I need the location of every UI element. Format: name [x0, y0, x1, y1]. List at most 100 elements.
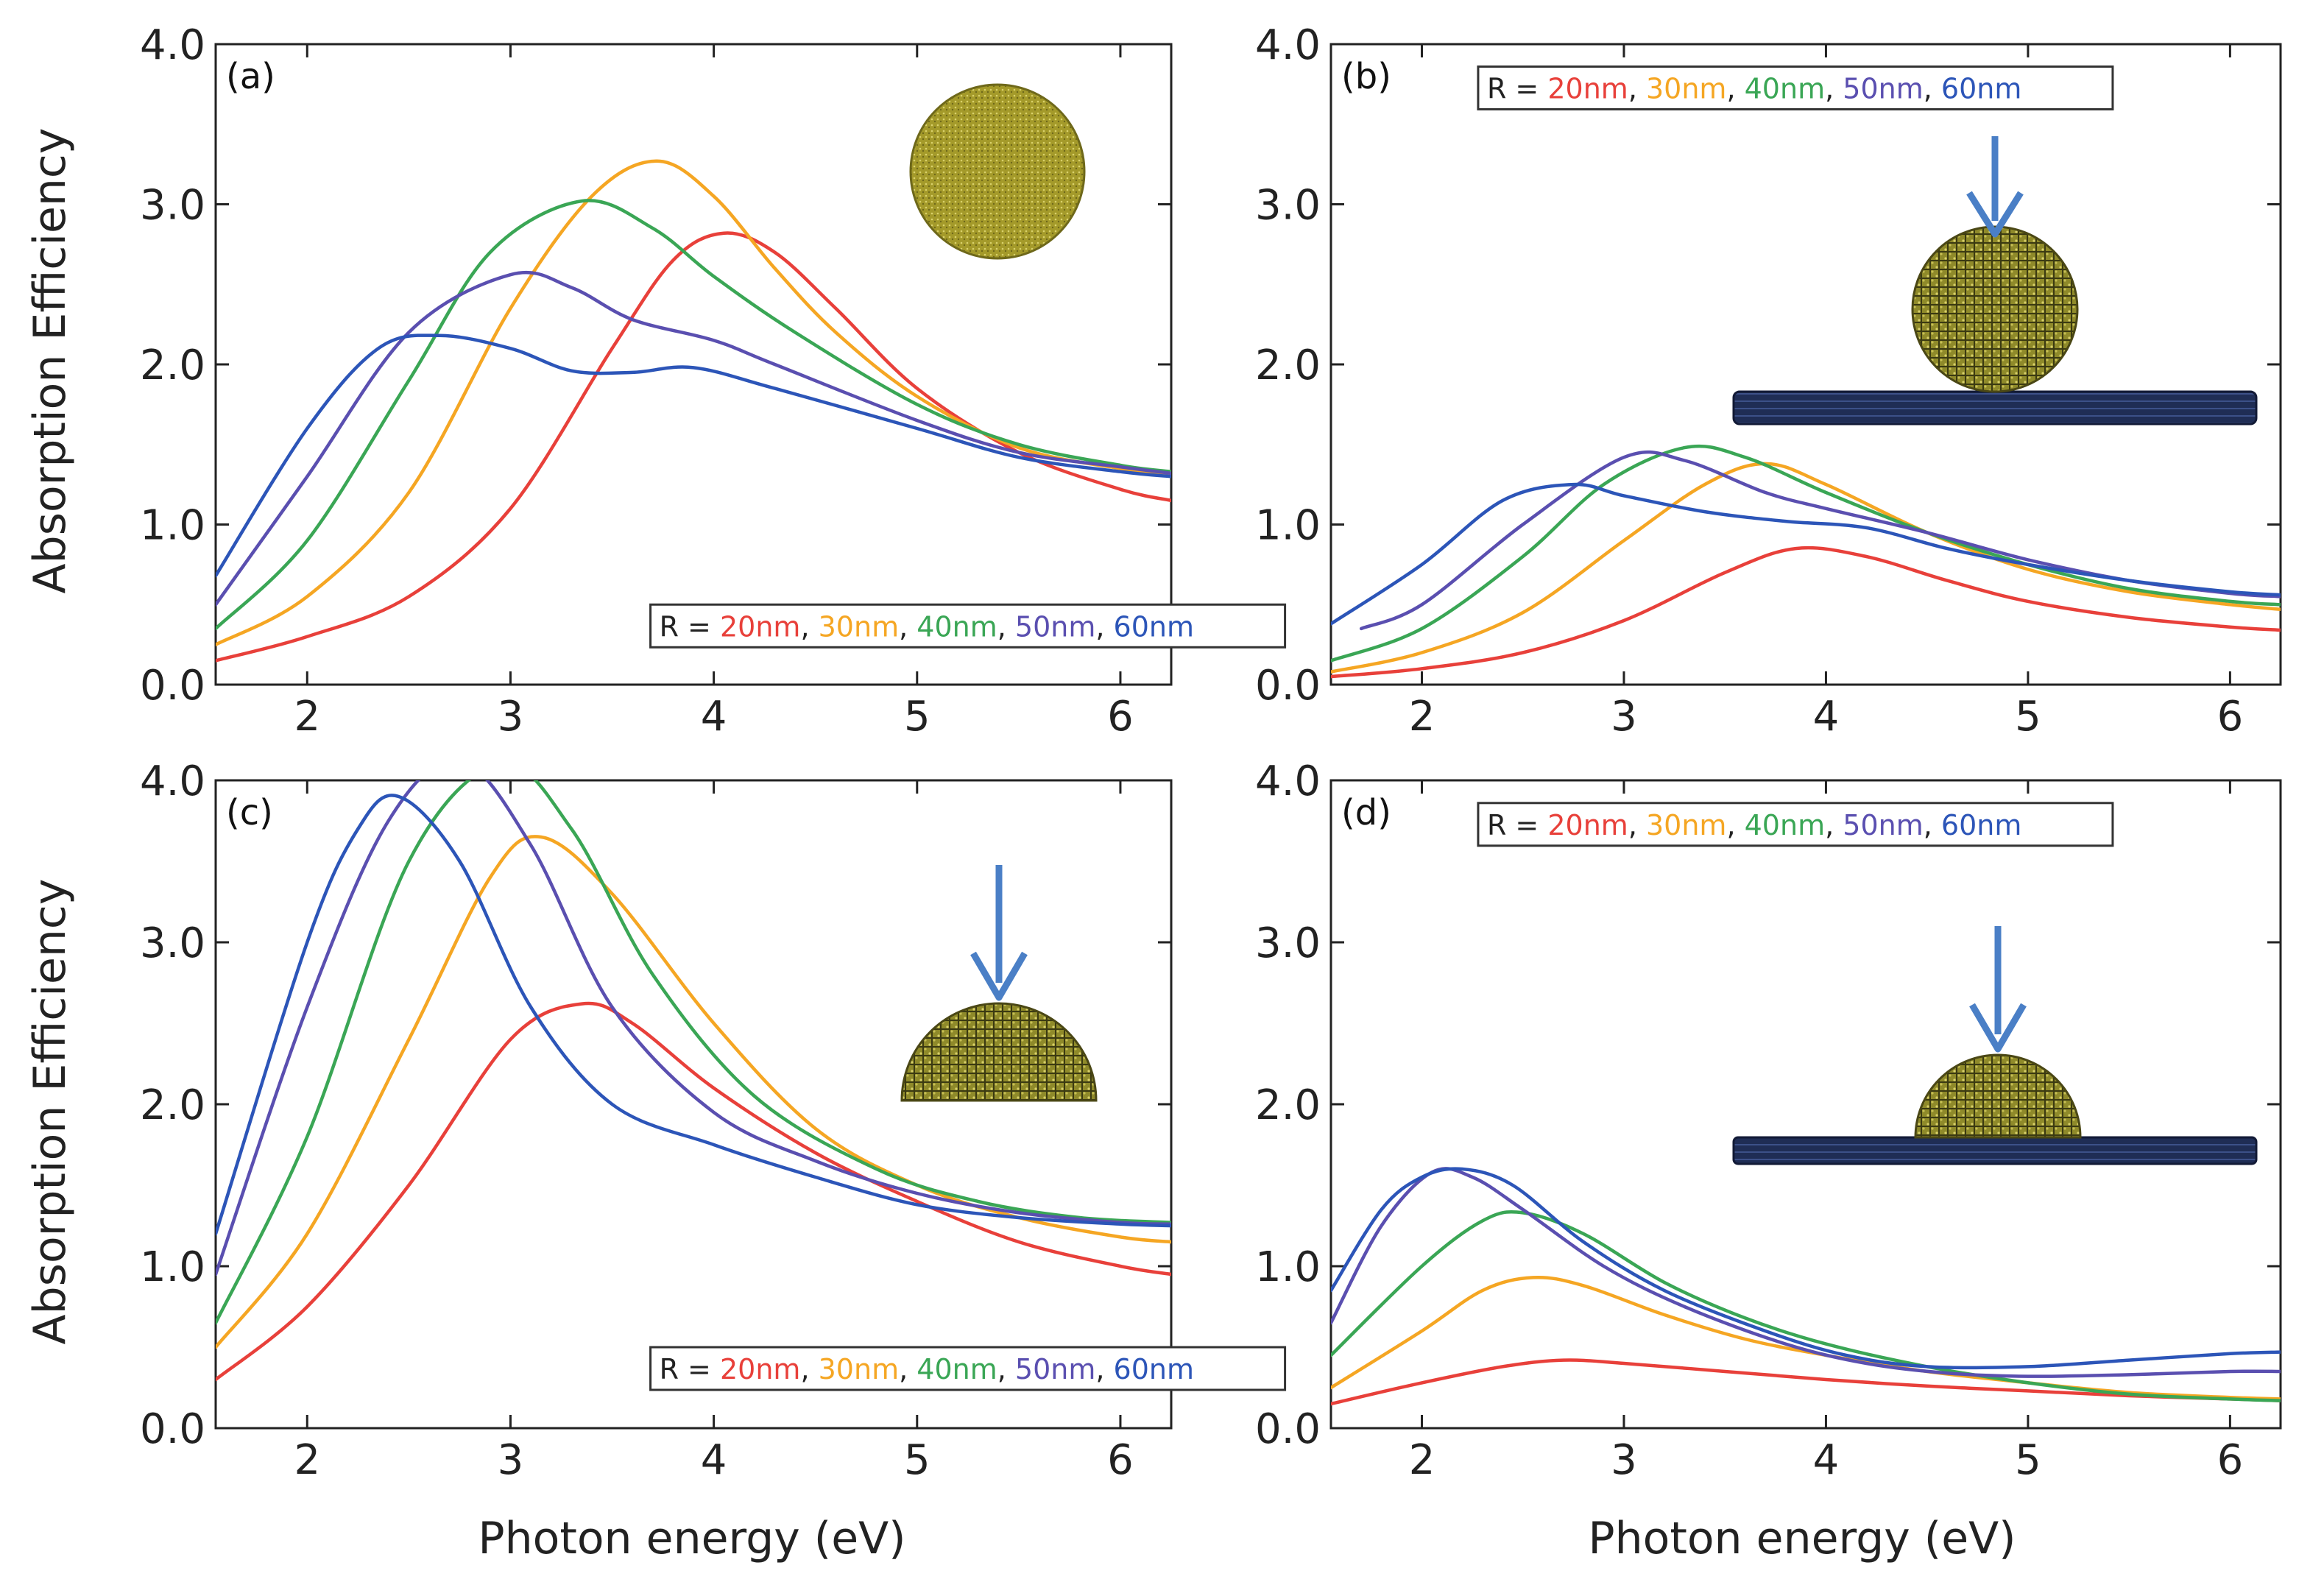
legend: R = 20nm, 30nm, 40nm, 50nm, 60nm	[1487, 72, 2021, 105]
x-tick-label: 6	[2217, 1436, 2244, 1484]
legend-entry-20nm: 20nm	[720, 1353, 800, 1385]
y-tick-label: 0.0	[1255, 662, 1321, 710]
series-group	[1331, 444, 2281, 679]
legend-entry-40nm: 40nm	[1745, 809, 1825, 841]
series-line-30nm	[216, 835, 1171, 1349]
y-tick-label: 2.0	[140, 342, 205, 389]
substrate-d	[1732, 1136, 2258, 1165]
inset-sphere	[909, 83, 1086, 260]
legend-entry-60nm: 60nm	[1941, 809, 2021, 841]
hemisphere-c	[900, 1002, 1098, 1102]
legend-separator: ,	[997, 610, 1015, 643]
panel-label: (c)	[226, 792, 273, 833]
x-tick-label: 4	[701, 693, 727, 741]
legend-separator: ,	[1628, 72, 1646, 105]
x-tick-label: 2	[1409, 1436, 1435, 1484]
legend-entry-40nm: 40nm	[916, 1353, 997, 1385]
legend-separator: ,	[1924, 72, 1941, 105]
panel-label: (a)	[226, 56, 275, 97]
y-tick-label: 4.0	[1255, 758, 1321, 805]
series-line-40nm	[1331, 1210, 2281, 1402]
y-tick-label: 2.0	[1255, 1081, 1321, 1129]
series-group	[216, 159, 1171, 663]
legend-entry-50nm: 50nm	[1843, 809, 1923, 841]
x-tick-label: 6	[2217, 693, 2244, 741]
arrow-down-icon	[1969, 926, 2027, 1053]
y-tick-label: 1.0	[140, 502, 205, 550]
x-tick-label: 4	[1813, 1436, 1840, 1484]
arrow-down-icon	[1966, 136, 2024, 238]
series-line-50nm	[216, 780, 1171, 1277]
y-tick-label: 4.0	[1255, 21, 1321, 69]
legend-entry-20nm: 20nm	[720, 610, 800, 643]
series-line-40nm	[216, 780, 1171, 1325]
arrow-down-icon	[970, 865, 1028, 1001]
legend-box	[1477, 802, 2114, 847]
legend-separator: ,	[800, 610, 818, 643]
legend-entry-40nm: 40nm	[916, 610, 997, 643]
legend-entry-60nm: 60nm	[1114, 610, 1194, 643]
panel-a: 2 3 4 5 6 0.0 1.0 2.0 3.0 4.0 (a) R = 20nm, 30nm, 4…	[140, 21, 1287, 741]
y-tick-label: 1.0	[140, 1243, 205, 1291]
x-tick-label: 5	[2015, 1436, 2041, 1484]
panel-d: 2 3 4 5 6 0.0 1.0 2.0 3.0 4.0 (d) R = 20nm, 30nm, 4…	[1255, 758, 2282, 1484]
legend-entry-50nm: 50nm	[1015, 610, 1095, 643]
y-tick-label: 4.0	[140, 21, 205, 69]
legend-entry-20nm: 20nm	[1547, 809, 1628, 841]
legend-entry-60nm: 60nm	[1941, 72, 2021, 105]
series-line-20nm	[1331, 1358, 2281, 1406]
legend-separator: ,	[899, 610, 916, 643]
legend-separator: ,	[800, 1353, 818, 1385]
y-axis-title-top: Absorption Efficiency	[24, 128, 76, 594]
y-tick-label: 3.0	[140, 182, 205, 230]
x-tick-label: 3	[498, 693, 524, 741]
x-tick-label: 2	[294, 693, 320, 741]
y-tick-label: 1.0	[1255, 502, 1321, 550]
series-line-40nm	[1331, 444, 2281, 663]
legend-separator: ,	[1825, 72, 1843, 105]
series-line-50nm	[1359, 450, 2281, 631]
y-tick-label: 2.0	[140, 1081, 205, 1129]
legend-entry-30nm: 30nm	[819, 610, 899, 643]
x-tick-label: 3	[1611, 693, 1637, 741]
series-line-20nm	[216, 231, 1171, 663]
y-tick-label: 0.0	[140, 662, 205, 710]
legend-separator: ,	[899, 1353, 916, 1385]
legend: R = 20nm, 30nm, 40nm, 50nm, 60nm	[660, 610, 1194, 643]
legend-separator: ,	[1726, 72, 1744, 105]
legend-entry-60nm: 60nm	[1114, 1353, 1194, 1385]
series-line-50nm	[216, 270, 1171, 607]
x-tick-label: 6	[1107, 1436, 1134, 1484]
legend-separator: ,	[1095, 610, 1113, 643]
legend: R = 20nm, 30nm, 40nm, 50nm, 60nm	[660, 1353, 1194, 1385]
sphere-b	[1911, 225, 2079, 393]
legend-box	[649, 603, 1287, 649]
legend-prefix: R =	[1487, 72, 1547, 105]
panel-label: (b)	[1341, 56, 1391, 97]
x-tick-label: 2	[1409, 693, 1435, 741]
y-tick-label: 1.0	[1255, 1243, 1321, 1291]
series-line-40nm	[216, 199, 1171, 631]
legend-separator: ,	[997, 1353, 1015, 1385]
x-tick-label: 2	[294, 1436, 320, 1484]
x-tick-label: 4	[1813, 693, 1840, 741]
series-line-30nm	[1331, 462, 2281, 674]
legend-prefix: R =	[660, 610, 720, 643]
legend-box	[649, 1346, 1287, 1391]
x-tick-label: 3	[498, 1436, 524, 1484]
y-tick-label: 3.0	[140, 919, 205, 967]
inset-hemisphere-on-substrate	[1732, 926, 2258, 1165]
panel-c: 2 3 4 5 6 0.0 1.0 2.0 3.0 4.0 (c) R = 20nm, 30nm, 4…	[140, 758, 1287, 1484]
inset-sphere-on-substrate	[1732, 136, 2258, 426]
legend-separator: ,	[1924, 809, 1941, 841]
series-line-60nm	[216, 794, 1171, 1236]
series-line-60nm	[1331, 482, 2281, 626]
y-tick-label: 3.0	[1255, 919, 1321, 967]
legend: R = 20nm, 30nm, 40nm, 50nm, 60nm	[1487, 809, 2021, 841]
x-tick-label: 6	[1107, 693, 1134, 741]
legend-entry-40nm: 40nm	[1745, 72, 1825, 105]
series-group	[1331, 1167, 2281, 1406]
x-tick-label: 5	[904, 1436, 930, 1484]
legend-entry-20nm: 20nm	[1547, 72, 1628, 105]
